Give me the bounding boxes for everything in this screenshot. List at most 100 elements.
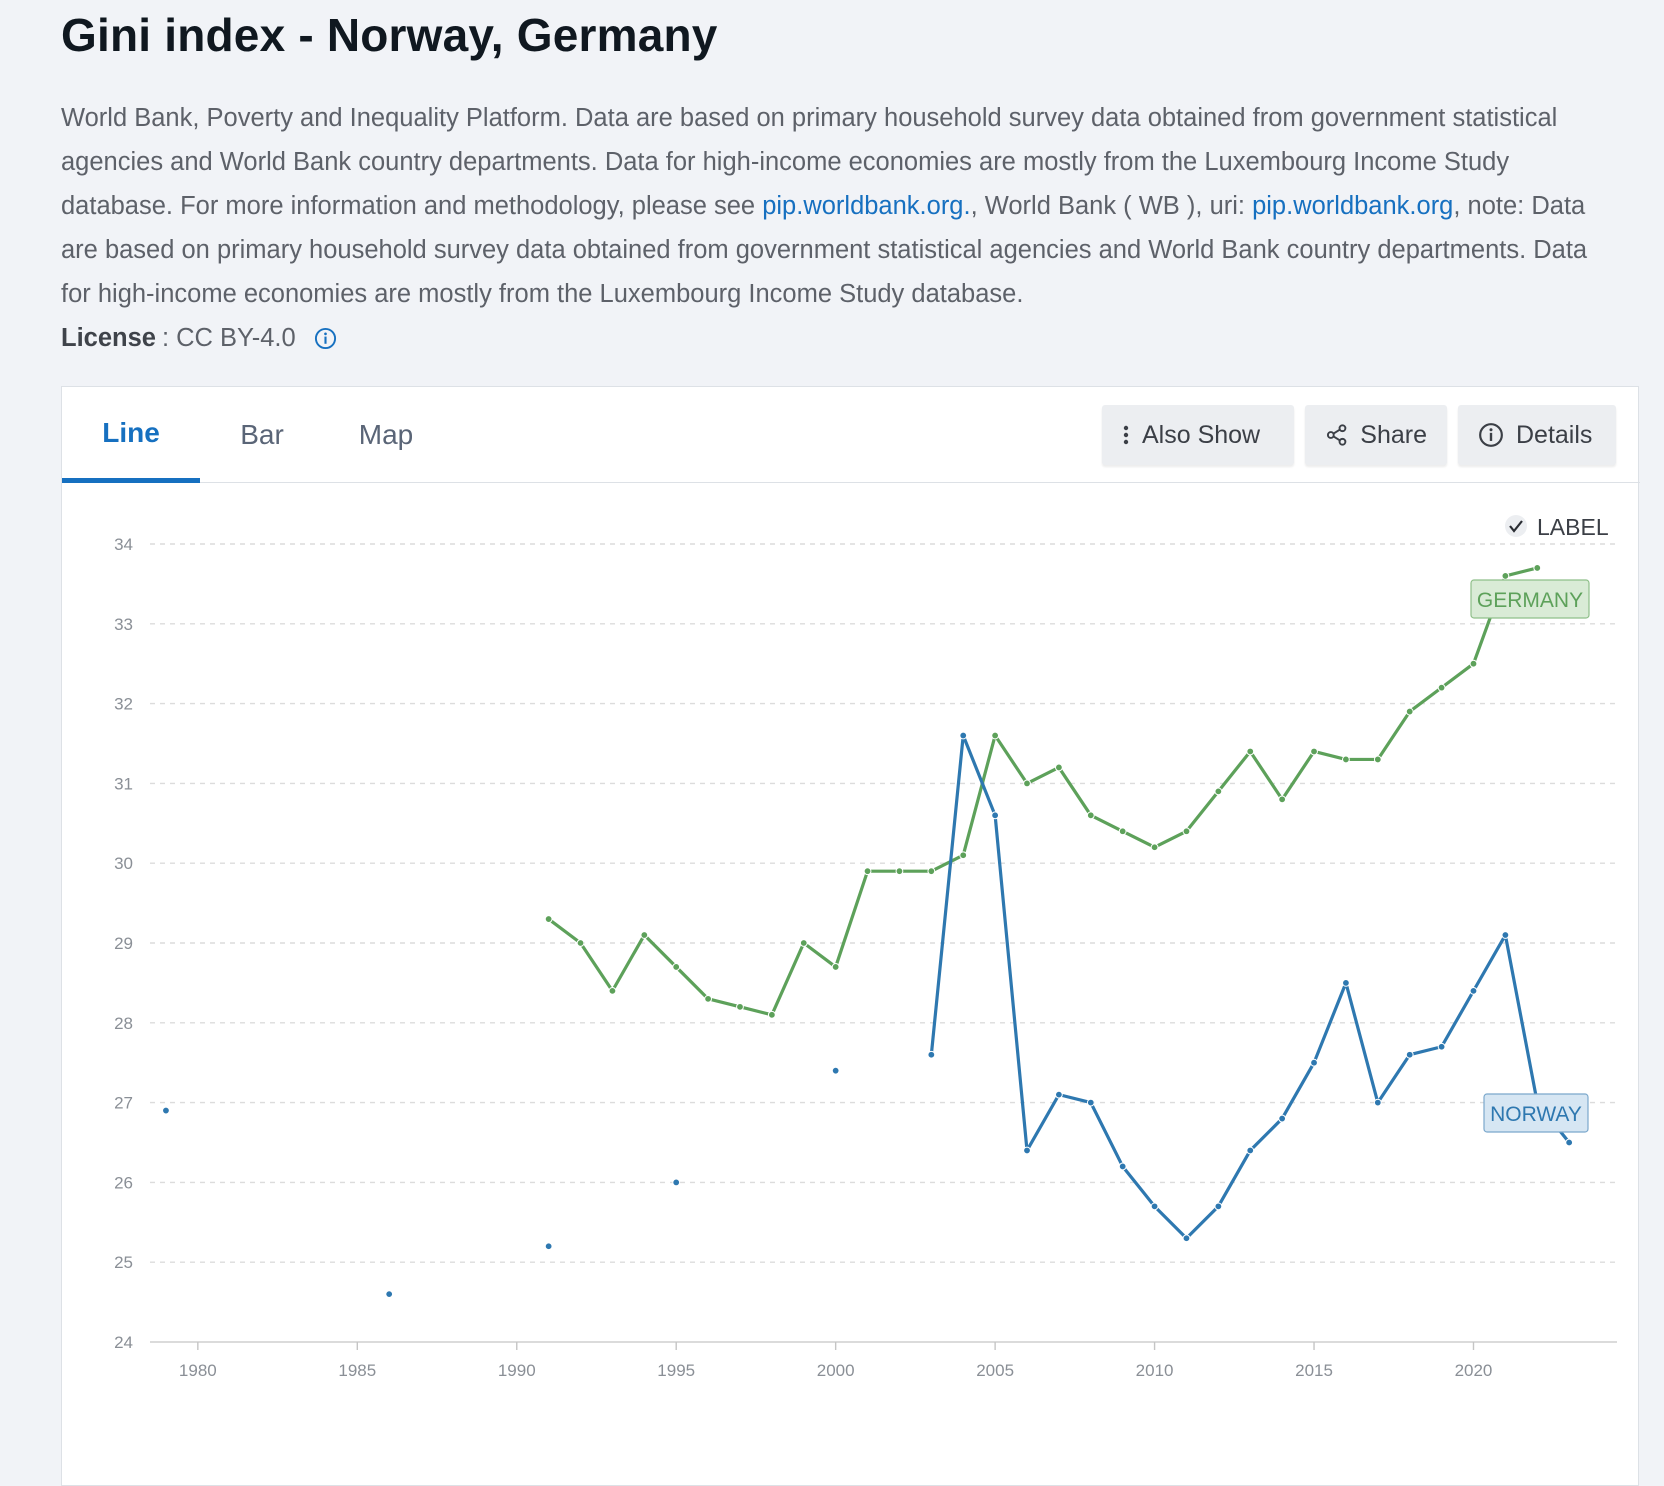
norway-data-point[interactable] [1182,1234,1191,1243]
germany-data-point[interactable] [672,963,681,971]
pip-link-1[interactable]: pip.worldbank.org. [762,192,971,220]
germany-data-point[interactable] [1086,811,1095,820]
germany-line-segment [642,933,678,969]
norway-data-point[interactable] [1437,1042,1446,1051]
germany-line-segment [1503,566,1539,578]
norway-data-point[interactable] [1278,1114,1287,1123]
norway-data-point[interactable] [1405,1050,1414,1059]
germany-data-point[interactable] [767,1010,776,1019]
norway-data-point[interactable] [1342,979,1350,987]
germany-line-segment [738,1005,774,1017]
germany-data-point[interactable] [1437,683,1446,692]
norway-data-point[interactable] [1118,1162,1127,1171]
germany-line-segment [929,853,965,873]
norway-data-point[interactable] [1055,1090,1063,1099]
share-label: Share [1360,420,1427,449]
norway-line-segment [1057,1093,1093,1105]
y-tick-label: 31 [114,774,133,793]
germany-data-point[interactable] [704,994,712,1003]
germany-data-point[interactable] [1501,572,1510,580]
germany-data-point[interactable] [1246,747,1255,756]
norway-data-point[interactable] [672,1178,681,1187]
germany-data-point[interactable] [1055,763,1063,772]
germany-data-point[interactable] [831,963,840,971]
norway-data-point[interactable] [831,1066,840,1075]
germany-data-point[interactable] [1150,843,1159,852]
license-value: : CC BY-4.0 [161,324,296,352]
germany-line-segment [1280,749,1316,801]
norway-data-point[interactable] [991,811,1000,820]
norway-data-point[interactable] [1373,1098,1382,1107]
details-label: Details [1516,420,1593,449]
page-title: Gini index - Norway, Germany [61,9,718,61]
also-show-button[interactable]: Also Show [1102,405,1294,465]
germany-data-point[interactable] [1405,707,1414,716]
y-tick-label: 27 [114,1094,133,1113]
germany-data-point[interactable] [991,731,1000,740]
info-icon[interactable] [314,327,337,350]
norway-data-point[interactable] [1246,1146,1255,1155]
norway-line-segment [1152,1204,1189,1240]
norway-line-segment [1439,989,1476,1049]
norway-line-segment [1503,933,1539,1105]
tab-bar[interactable]: Bar [240,419,284,450]
germany-data-point[interactable] [640,931,649,939]
label-toggle-text[interactable]: LABEL [1537,514,1609,540]
norway-data-point[interactable] [1023,1146,1031,1155]
germany-line-segment [834,869,870,969]
y-tick-label: 32 [114,695,133,714]
norway-line-segment [1089,1100,1125,1169]
germany-line-segment [1184,789,1220,833]
germany-data-point[interactable] [1469,659,1478,668]
norway-data-point[interactable] [1150,1202,1159,1211]
chart-tabs: Line Bar Map Also Show Share [62,387,1640,483]
norway-data-point[interactable] [927,1050,936,1059]
germany-data-point[interactable] [1310,747,1318,756]
germany-data-point[interactable] [1278,795,1287,804]
germany-data-point[interactable] [736,1002,744,1011]
pip-link-2[interactable]: pip.worldbank.org [1252,192,1454,220]
norway-data-point[interactable] [1501,931,1510,939]
germany-data-point[interactable] [1373,755,1382,764]
germany-data-point[interactable] [576,939,585,947]
label-checkbox[interactable] [1505,515,1527,537]
tab-line[interactable]: Line [62,387,200,483]
details-button[interactable]: Details [1458,405,1616,465]
germany-line-segment [547,917,583,945]
norway-data-point[interactable] [1214,1202,1223,1211]
germany-data-point[interactable] [1182,827,1191,836]
norway-data-point[interactable] [959,731,968,740]
germany-line-segment [1089,813,1125,833]
germany-data-point[interactable] [799,939,808,947]
germany-data-point[interactable] [1214,787,1223,796]
germany-data-point[interactable] [608,986,617,995]
germany-line-segment [1025,765,1061,785]
check-icon [1509,520,1523,533]
germany-data-point[interactable] [863,867,872,876]
norway-data-point[interactable] [385,1290,394,1299]
germany-line-segment [706,997,742,1009]
germany-data-point[interactable] [927,867,936,876]
norway-line-segment [1408,1045,1444,1057]
germany-data-point[interactable] [1023,779,1031,788]
norway-line-segment [993,813,1029,1153]
germany-data-point[interactable] [544,915,553,923]
norway-data-point[interactable] [1086,1098,1095,1107]
norway-data-point[interactable] [162,1106,170,1115]
germany-line-segment [674,965,710,1001]
germany-data-point[interactable] [1118,827,1127,836]
norway-data-point[interactable] [544,1242,553,1251]
germany-data-point[interactable] [959,851,968,860]
share-button[interactable]: Share [1305,405,1447,465]
description-text-3: , note: Data are based on primary househ… [61,192,1588,308]
germany-line-segment [993,733,1029,785]
norway-line-segment [1121,1164,1157,1208]
tab-map[interactable]: Map [358,419,414,450]
x-tick-label: 1990 [498,1361,536,1380]
norway-data-point[interactable] [1565,1138,1574,1147]
norway-data-point[interactable] [1310,1058,1318,1067]
norway-data-point[interactable] [1469,986,1478,995]
germany-data-point[interactable] [1342,755,1350,764]
germany-data-point[interactable] [895,867,904,876]
germany-data-point[interactable] [1533,564,1542,572]
